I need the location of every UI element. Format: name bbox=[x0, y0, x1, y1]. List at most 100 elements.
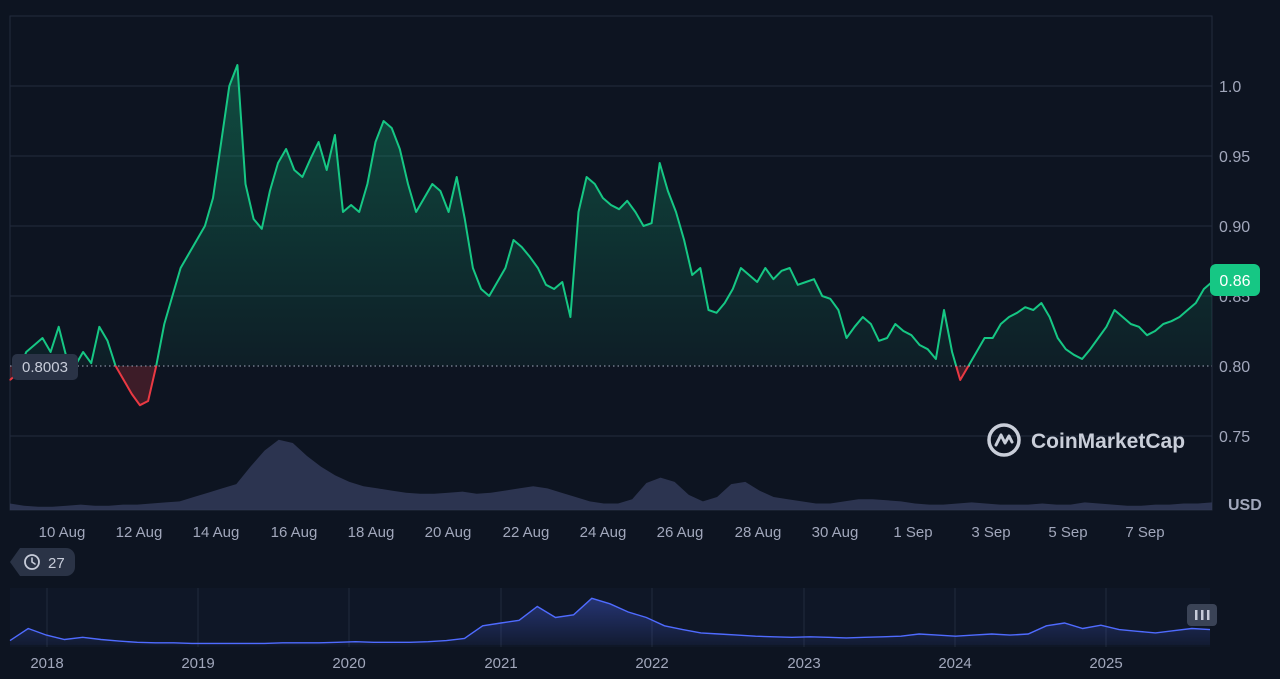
price-point bbox=[342, 211, 344, 213]
price-point bbox=[253, 218, 255, 220]
price-point bbox=[764, 267, 766, 269]
price-point bbox=[894, 323, 896, 325]
price-point bbox=[115, 365, 117, 367]
price-point bbox=[716, 312, 718, 314]
price-point bbox=[553, 288, 555, 290]
price-point bbox=[220, 141, 222, 143]
price-point bbox=[919, 344, 921, 346]
x-tick-label: 1 Sep bbox=[893, 524, 932, 541]
y-axis-unit: USD bbox=[1228, 497, 1262, 514]
price-point bbox=[374, 141, 377, 143]
price-point bbox=[845, 337, 848, 339]
current-price-text: 0.86 bbox=[1219, 273, 1250, 290]
x-tick-label: 16 Aug bbox=[271, 524, 318, 541]
navigator[interactable]: 2018 2019 2020 2021 2022 2023 2024 2025 bbox=[9, 588, 1211, 672]
price-point bbox=[618, 208, 620, 210]
price-point bbox=[448, 211, 450, 213]
x-tick-label: 28 Aug bbox=[735, 524, 782, 541]
brand-watermark: CoinMarketCap bbox=[987, 423, 1185, 457]
price-point bbox=[1122, 316, 1124, 318]
price-point bbox=[659, 162, 661, 164]
price-point bbox=[862, 316, 864, 318]
y-tick-label: 0.95 bbox=[1219, 149, 1250, 166]
price-point bbox=[984, 337, 986, 339]
reference-label: 0.8003 bbox=[12, 354, 78, 380]
price-point bbox=[1049, 316, 1051, 318]
price-point bbox=[1178, 316, 1181, 318]
price-point bbox=[902, 330, 905, 332]
price-point bbox=[244, 183, 247, 185]
x-tick-label: 7 Sep bbox=[1125, 524, 1164, 541]
price-point bbox=[399, 148, 401, 150]
price-point bbox=[610, 204, 612, 206]
price-point bbox=[1154, 330, 1156, 332]
price-point bbox=[285, 148, 287, 150]
price-point bbox=[975, 351, 978, 353]
price-point bbox=[675, 211, 677, 213]
price-point bbox=[886, 337, 888, 339]
price-point bbox=[545, 284, 547, 286]
price-point bbox=[25, 351, 27, 353]
price-point bbox=[326, 169, 328, 171]
price-point bbox=[1057, 337, 1059, 339]
price-point bbox=[155, 365, 157, 367]
price-point bbox=[651, 222, 653, 224]
price-point bbox=[529, 256, 531, 258]
price-point bbox=[634, 211, 637, 213]
price-point bbox=[269, 190, 271, 192]
price-point bbox=[854, 326, 856, 328]
price-point bbox=[992, 337, 994, 339]
y-tick-label: 0.80 bbox=[1219, 359, 1250, 376]
price-point bbox=[683, 239, 685, 241]
price-point bbox=[943, 309, 945, 311]
volume-bars-area bbox=[10, 439, 1212, 510]
price-point bbox=[602, 197, 604, 199]
price-point bbox=[293, 169, 295, 171]
price-point bbox=[139, 404, 141, 406]
price-point bbox=[1065, 348, 1067, 350]
price-point bbox=[366, 183, 368, 185]
price-point bbox=[724, 302, 726, 304]
price-point bbox=[423, 197, 425, 199]
y-tick-label: 0.90 bbox=[1219, 219, 1250, 236]
navigator-tick-label: 2025 bbox=[1089, 655, 1122, 672]
navigator-line bbox=[9, 597, 1211, 645]
price-area-fill bbox=[10, 65, 1212, 366]
price-point bbox=[334, 134, 336, 136]
price-point bbox=[707, 309, 710, 311]
history-button[interactable]: 27 bbox=[10, 548, 75, 576]
price-point bbox=[204, 225, 206, 227]
price-point bbox=[1187, 309, 1189, 311]
price-point bbox=[1032, 309, 1034, 311]
price-point bbox=[1008, 316, 1010, 318]
price-point bbox=[82, 351, 84, 353]
x-tick-label: 24 Aug bbox=[580, 524, 627, 541]
price-point bbox=[350, 204, 352, 206]
price-point bbox=[821, 295, 823, 297]
price-point bbox=[431, 183, 433, 185]
price-point bbox=[537, 267, 539, 269]
price-point bbox=[756, 281, 758, 283]
price-point bbox=[1203, 288, 1205, 290]
price-point bbox=[58, 326, 60, 328]
price-point bbox=[1016, 312, 1018, 314]
x-tick-label: 5 Sep bbox=[1048, 524, 1087, 541]
y-axis: 1.00.950.900.850.800.75 bbox=[1219, 79, 1250, 446]
price-point bbox=[740, 267, 742, 269]
price-point bbox=[480, 288, 482, 290]
x-axis: 10 Aug 12 Aug 14 Aug 16 Aug 18 Aug 20 Aug 22 A… bbox=[39, 524, 1165, 541]
price-point bbox=[90, 362, 92, 364]
pause-button[interactable] bbox=[1187, 604, 1217, 626]
price-point bbox=[1146, 334, 1148, 336]
price-point bbox=[951, 351, 953, 353]
price-point bbox=[667, 190, 669, 192]
price-point bbox=[561, 281, 563, 283]
price-point bbox=[927, 348, 929, 350]
price-point bbox=[9, 379, 11, 381]
x-tick-label: 3 Sep bbox=[971, 524, 1010, 541]
navigator-tick-label: 2021 bbox=[484, 655, 517, 672]
price-point bbox=[569, 316, 572, 318]
price-point bbox=[878, 340, 880, 342]
price-point bbox=[106, 340, 109, 342]
